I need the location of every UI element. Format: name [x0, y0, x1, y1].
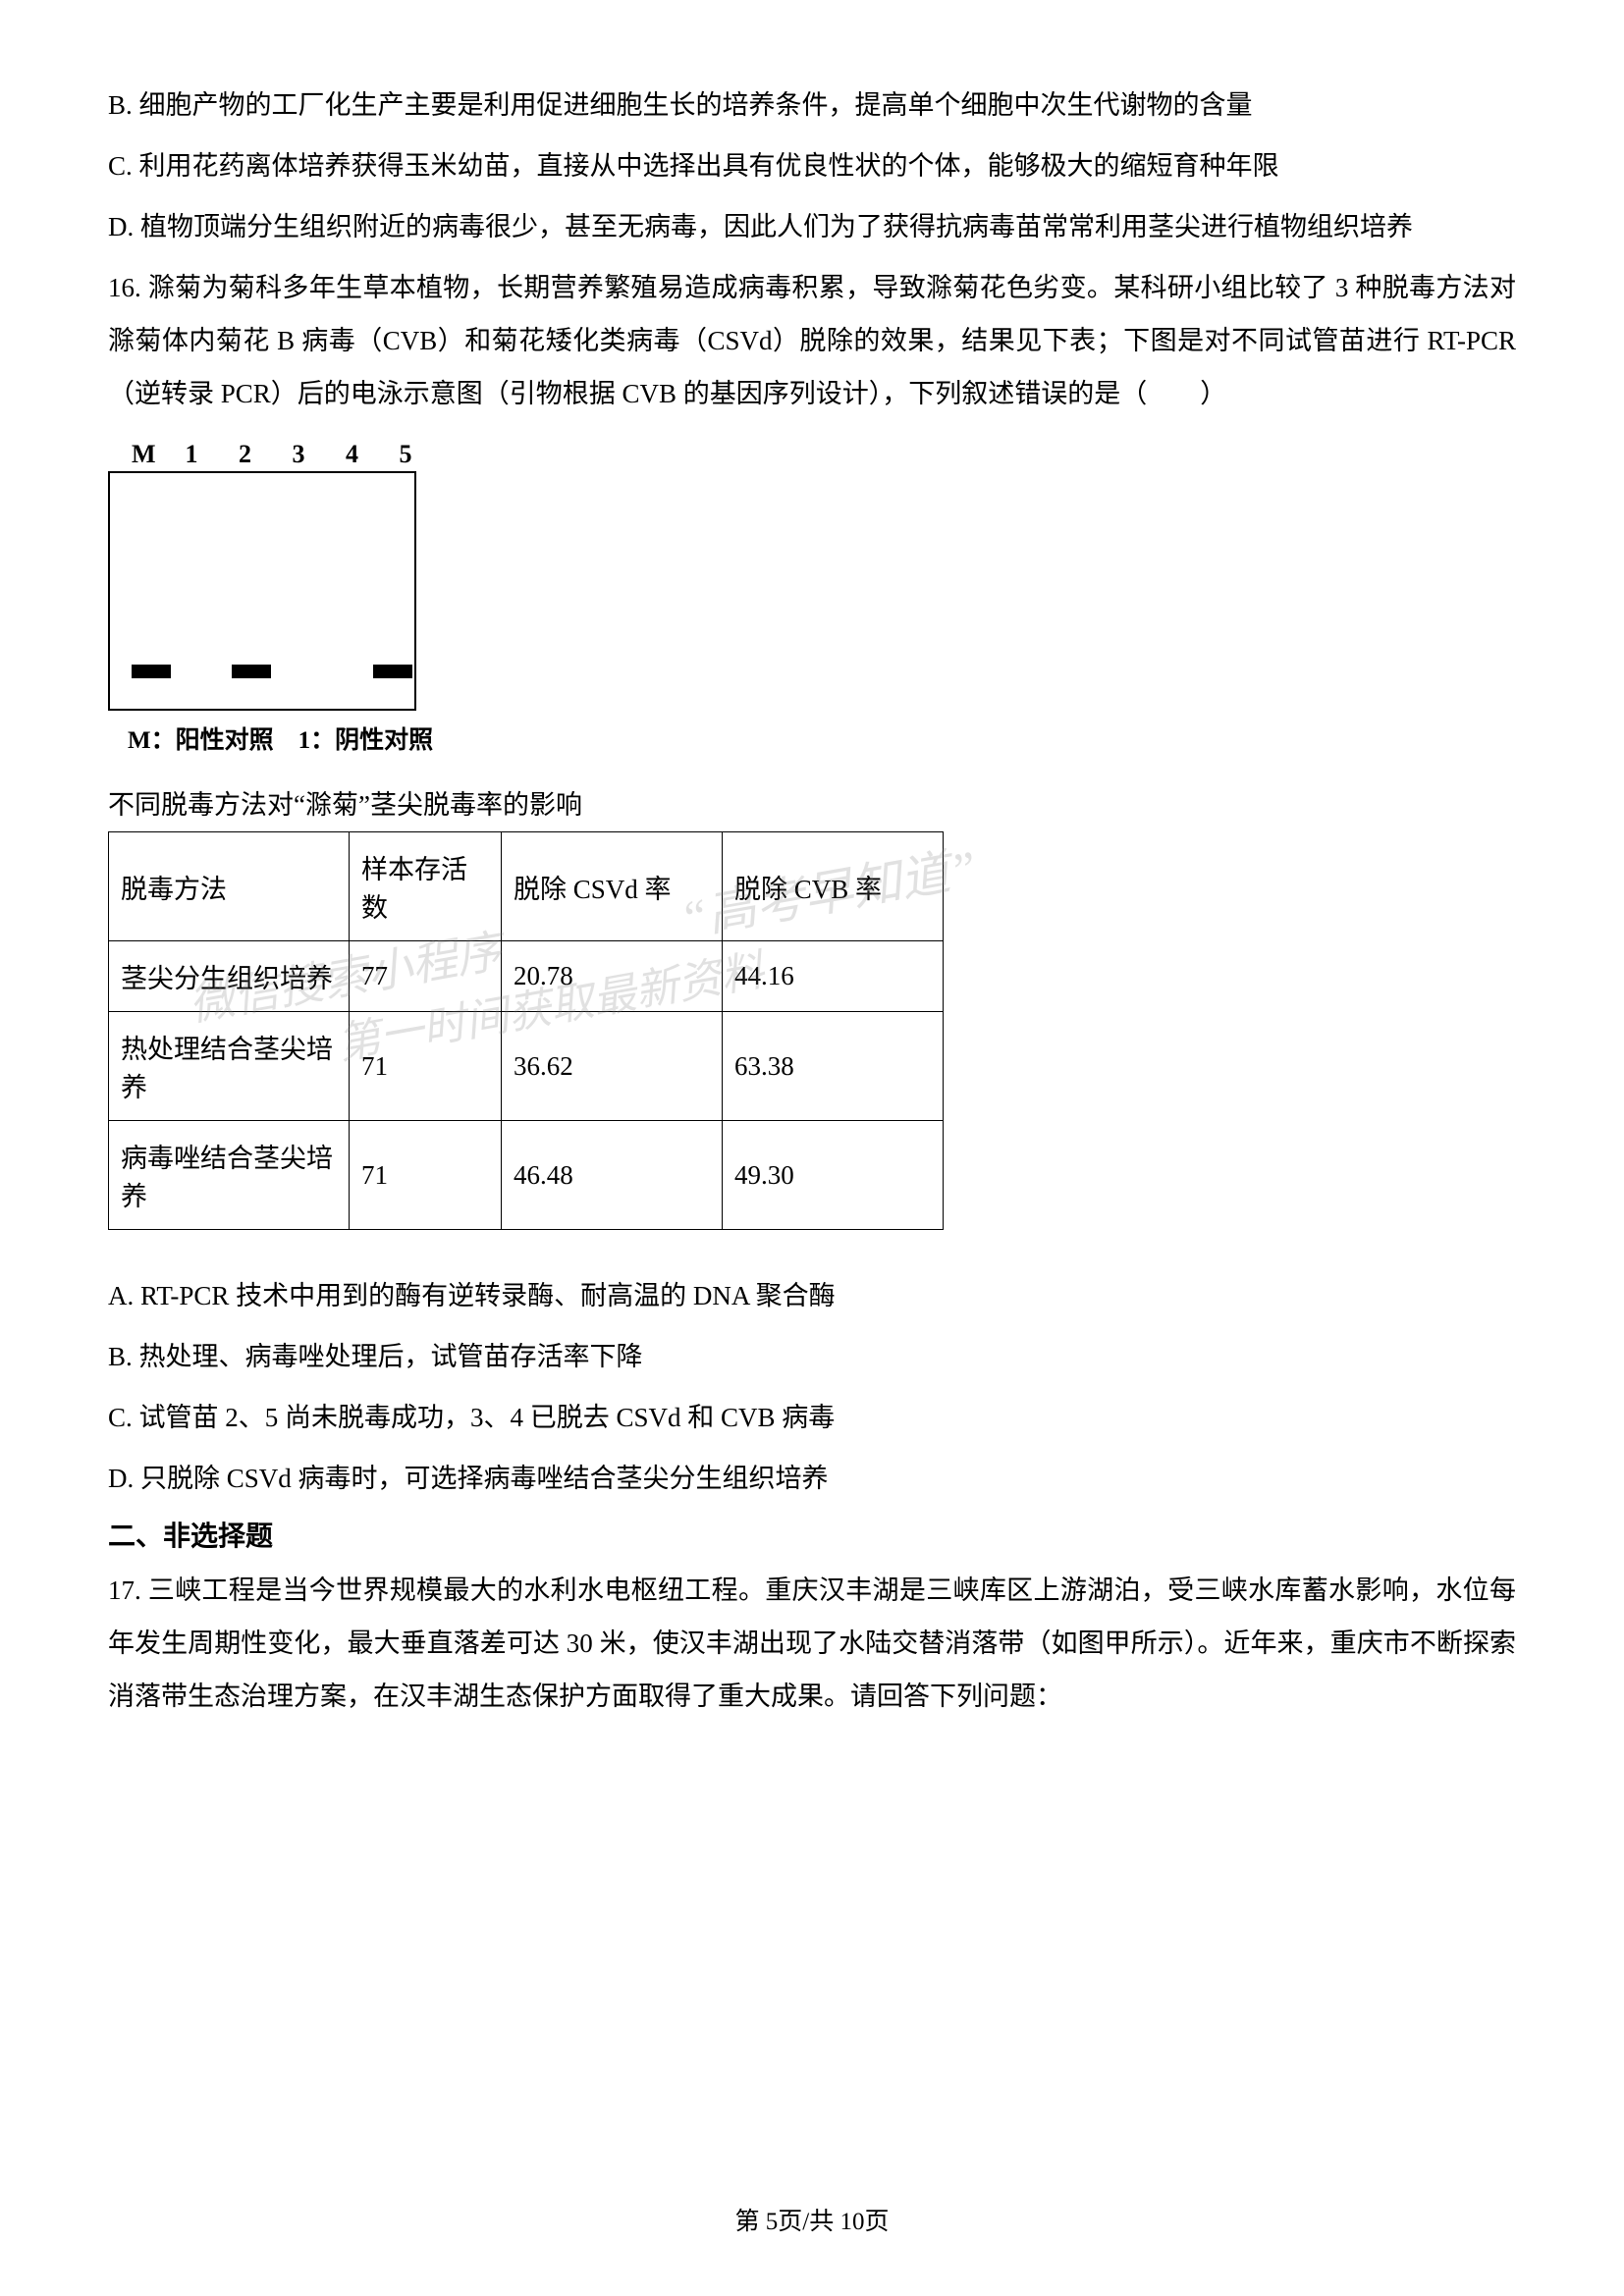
table-cell: 病毒唑结合茎尖培养	[109, 1121, 350, 1230]
table-header: 脱除 CVB 率	[723, 832, 944, 941]
table-cell: 46.48	[502, 1121, 723, 1230]
section-2-heading: 二、非选择题	[108, 1515, 1516, 1554]
gel-box	[108, 471, 416, 711]
lane-label-2: 2	[239, 440, 286, 469]
lane-label-1: 1	[186, 440, 233, 469]
gel-caption: M：阳性对照 1：阴性对照	[128, 721, 1516, 756]
q16-option-b: B. 热处理、病毒唑处理后，试管苗存活率下降	[108, 1330, 1516, 1383]
table-cell: 36.62	[502, 1012, 723, 1121]
table-row: 病毒唑结合茎尖培养7146.4849.30	[109, 1121, 944, 1230]
q16-option-d: D. 只脱除 CSVd 病毒时，可选择病毒唑结合茎尖分生组织培养	[108, 1452, 1516, 1505]
page-footer: 第 5页/共 10页	[0, 2202, 1624, 2237]
table-header: 脱除 CSVd 率	[502, 832, 723, 941]
lane-label-M: M	[132, 440, 179, 469]
lane-label-3: 3	[293, 440, 340, 469]
table-row: 茎尖分生组织培养7720.7844.16	[109, 941, 944, 1012]
option-d-prev: D. 植物顶端分生组织附近的病毒很少，甚至无病毒，因此人们为了获得抗病毒苗常常利…	[108, 200, 1516, 253]
table-caption: 不同脱毒方法对“滁菊”茎尖脱毒率的影响	[108, 783, 1516, 822]
table-header: 样本存活数	[350, 832, 502, 941]
table-cell: 热处理结合茎尖培养	[109, 1012, 350, 1121]
table-cell: 49.30	[723, 1121, 944, 1230]
gel-lane-labels: M 1 2 3 4 5	[132, 440, 1516, 469]
table-header: 脱毒方法	[109, 832, 350, 941]
q17-stem: 17. 三峡工程是当今世界规模最大的水利水电枢纽工程。重庆汉丰湖是三峡库区上游湖…	[108, 1564, 1516, 1723]
lane-label-5: 5	[400, 440, 447, 469]
detox-table: 脱毒方法样本存活数脱除 CSVd 率脱除 CVB 率茎尖分生组织培养7720.7…	[108, 831, 944, 1230]
table-cell: 44.16	[723, 941, 944, 1012]
table-row: 热处理结合茎尖培养7136.6263.38	[109, 1012, 944, 1121]
gel-band	[232, 665, 271, 678]
q16-option-a: A. RT-PCR 技术中用到的酶有逆转录酶、耐高温的 DNA 聚合酶	[108, 1269, 1516, 1322]
table-cell: 茎尖分生组织培养	[109, 941, 350, 1012]
table-cell: 63.38	[723, 1012, 944, 1121]
option-b-prev: B. 细胞产物的工厂化生产主要是利用促进细胞生长的培养条件，提高单个细胞中次生代…	[108, 79, 1516, 132]
gel-band	[132, 665, 171, 678]
lane-label-4: 4	[346, 440, 393, 469]
table-cell: 71	[350, 1012, 502, 1121]
q16-stem: 16. 滁菊为菊科多年生草本植物，长期营养繁殖易造成病毒积累，导致滁菊花色劣变。…	[108, 261, 1516, 420]
table-cell: 77	[350, 941, 502, 1012]
gel-band	[373, 665, 412, 678]
table-cell: 20.78	[502, 941, 723, 1012]
gel-figure: M 1 2 3 4 5 M：阳性对照 1：阴性对照	[108, 440, 1516, 756]
option-c-prev: C. 利用花药离体培养获得玉米幼苗，直接从中选择出具有优良性状的个体，能够极大的…	[108, 139, 1516, 192]
q16-option-c: C. 试管苗 2、5 尚未脱毒成功，3、4 已脱去 CSVd 和 CVB 病毒	[108, 1391, 1516, 1444]
table-cell: 71	[350, 1121, 502, 1230]
